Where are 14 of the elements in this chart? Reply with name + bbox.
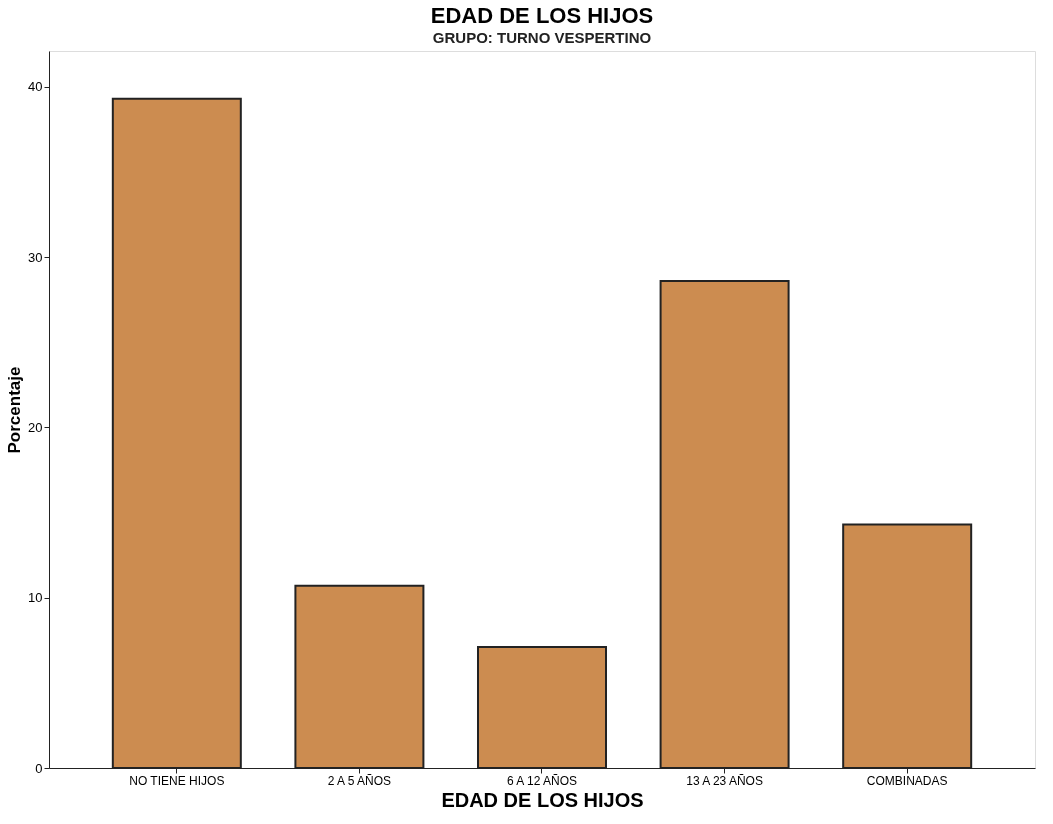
y-tick-label: 40: [28, 79, 43, 95]
x-axis-title: EDAD DE LOS HIJOS: [441, 788, 644, 811]
y-tick-label: 30: [28, 249, 43, 265]
y-tick-label: 20: [28, 419, 43, 435]
x-tick-label: 2 A 5 AÑOS: [327, 773, 392, 788]
y-axis-title: Porcentaje: [5, 366, 25, 454]
chart-subtitle: GRUPO: TURNO VESPERTINO: [432, 29, 652, 46]
y-tick-label: 10: [28, 590, 43, 606]
y-tick-label: 0: [35, 760, 43, 776]
x-tick-label: 6 A 12 AÑOS: [506, 773, 578, 788]
x-tick-label: COMBINADAS: [866, 773, 948, 788]
x-tick-label: 13 A 23 AÑOS: [686, 773, 763, 788]
chart-title: EDAD DE LOS HIJOS: [430, 3, 654, 28]
x-tick-label: NO TIENE HIJOS: [129, 773, 225, 788]
